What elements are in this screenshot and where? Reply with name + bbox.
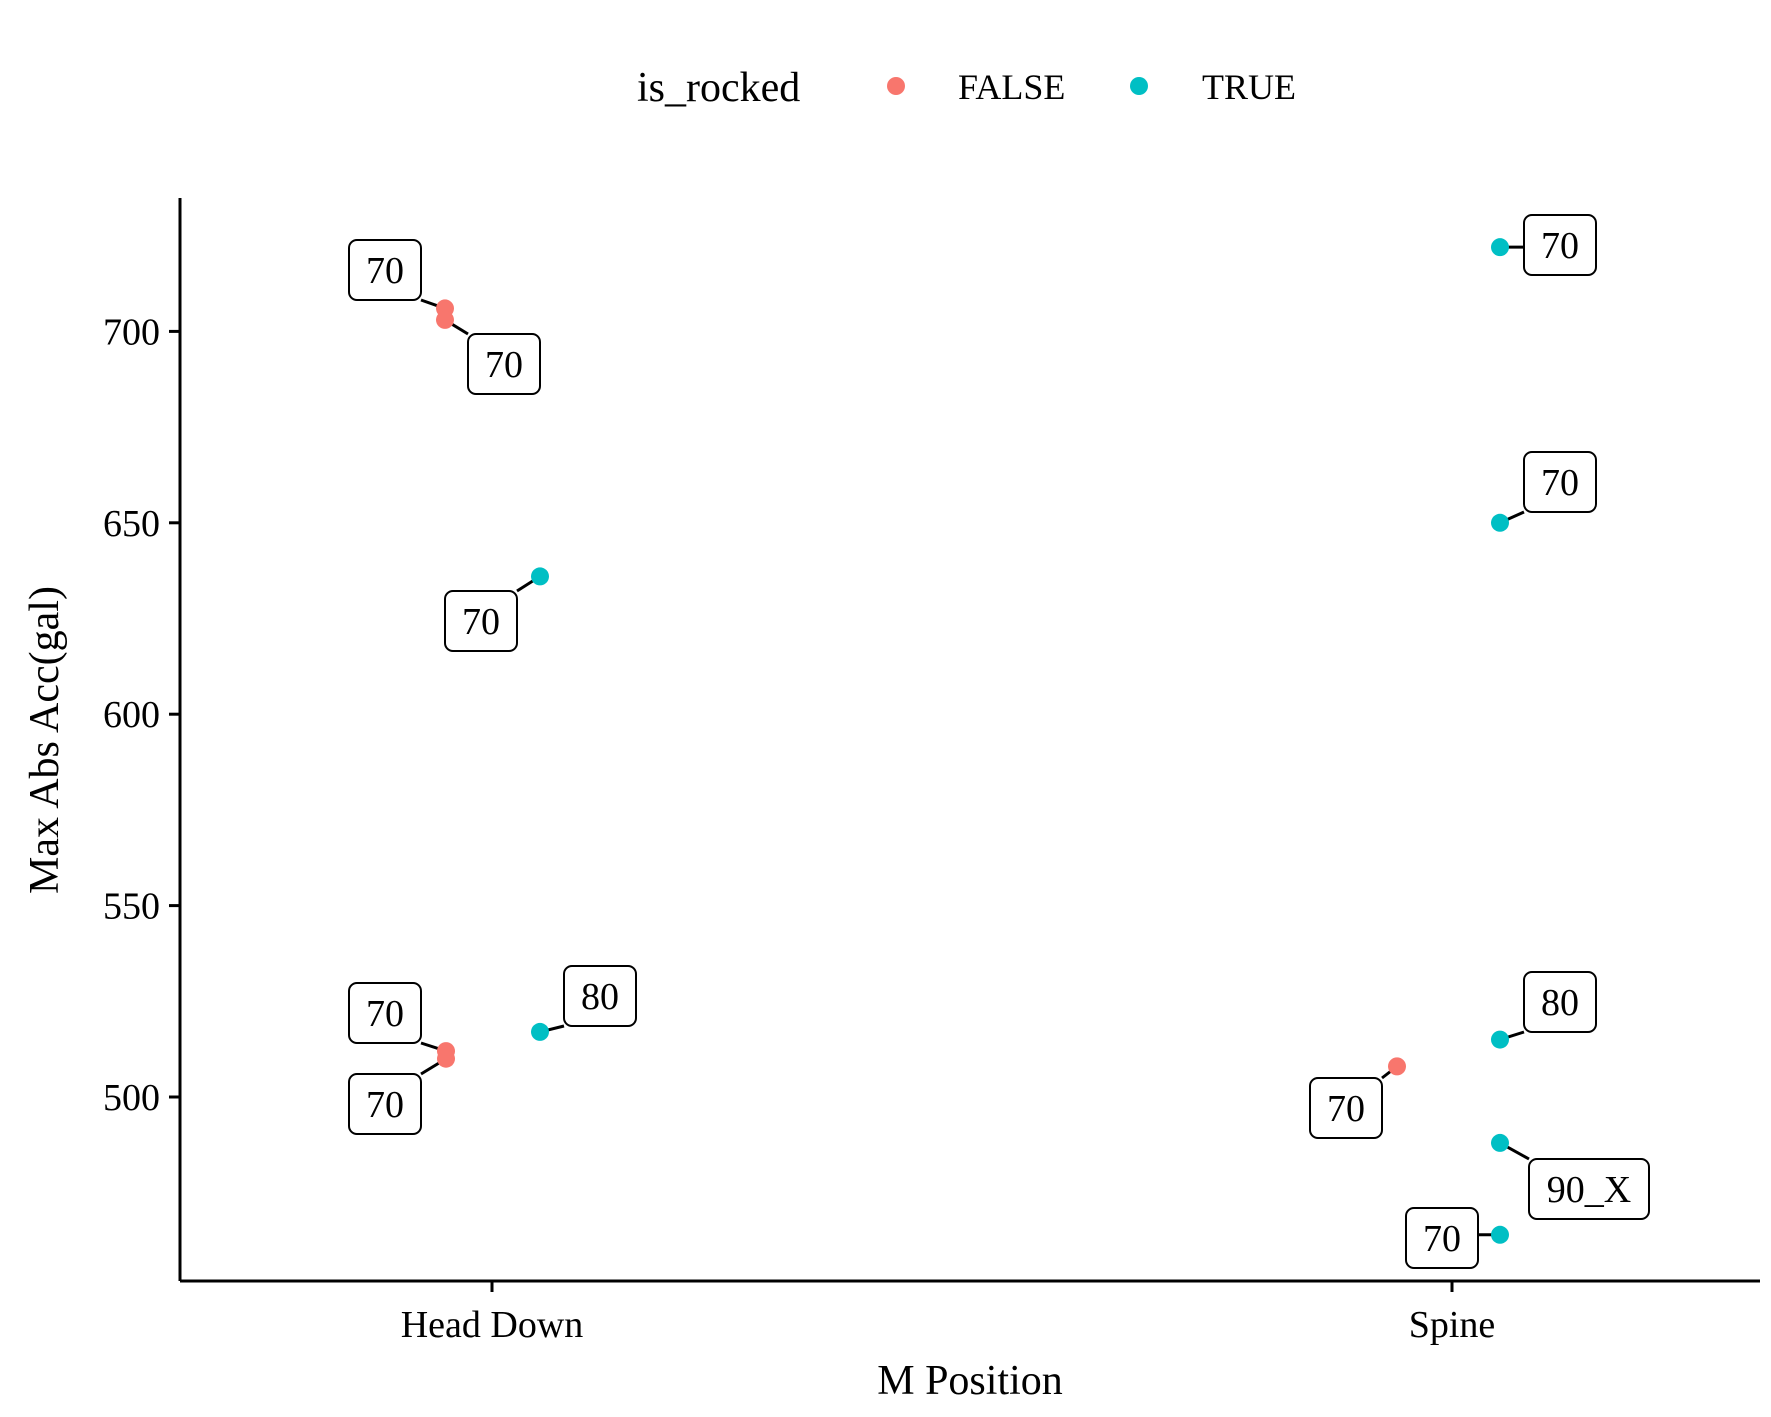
point-label-box [348, 1073, 422, 1135]
y-tick-label: 700 [103, 311, 160, 353]
legend-label-false: FALSE [958, 67, 1065, 107]
data-point-false [1388, 1057, 1406, 1076]
point-label: 70 [1541, 225, 1579, 267]
legend-key-true [1130, 77, 1148, 95]
point-label-box [563, 965, 637, 1027]
point-label: 80 [581, 976, 619, 1018]
point-label-box [348, 239, 422, 301]
point-label-box [1309, 1077, 1383, 1139]
data-point-true [1491, 513, 1509, 532]
point-label: 70 [366, 250, 404, 292]
y-axis-title: Max Abs Acc(gal) [22, 586, 68, 894]
data-point-false [437, 1049, 455, 1068]
y-tick-label: 500 [103, 1077, 160, 1119]
point-label: 80 [1541, 982, 1579, 1024]
point-label: 70 [366, 1084, 404, 1126]
y-tick-label: 650 [103, 503, 160, 545]
legend-key-false [887, 77, 905, 95]
point-label-box [1523, 214, 1597, 276]
point-label-box [1523, 971, 1597, 1033]
y-tick-label: 600 [103, 694, 160, 736]
point-label: 90_X [1547, 1169, 1631, 1211]
data-point-true [1491, 1225, 1509, 1244]
point-label-box [1528, 1158, 1650, 1220]
point-label-box [1405, 1207, 1479, 1269]
point-label-box [1523, 451, 1597, 513]
y-tick-label: 550 [103, 886, 160, 928]
point-label: 70 [366, 993, 404, 1035]
x-tick-label: Head Down [401, 1304, 584, 1346]
data-point-true [1491, 1133, 1509, 1152]
point-label: 70 [462, 601, 500, 643]
data-point-true [531, 1022, 549, 1041]
legend-label-true: TRUE [1202, 67, 1296, 107]
point-label-box [467, 333, 541, 395]
point-label-box [444, 590, 518, 652]
point-label: 70 [1541, 462, 1579, 504]
x-tick-label: Spine [1409, 1304, 1496, 1346]
data-point-true [1491, 238, 1509, 257]
legend-title: is_rocked [637, 65, 800, 111]
legend: is_rocked FALSE TRUE [637, 65, 1296, 111]
data-point-true [1491, 1030, 1509, 1049]
data-point-false [436, 310, 454, 329]
point-label: 70 [1327, 1088, 1365, 1130]
point-label: 70 [485, 344, 523, 386]
point-label-box [348, 982, 422, 1044]
x-axis-title: M Position [877, 1358, 1063, 1404]
data-point-true [531, 567, 549, 586]
point-label: 70 [1423, 1218, 1461, 1260]
